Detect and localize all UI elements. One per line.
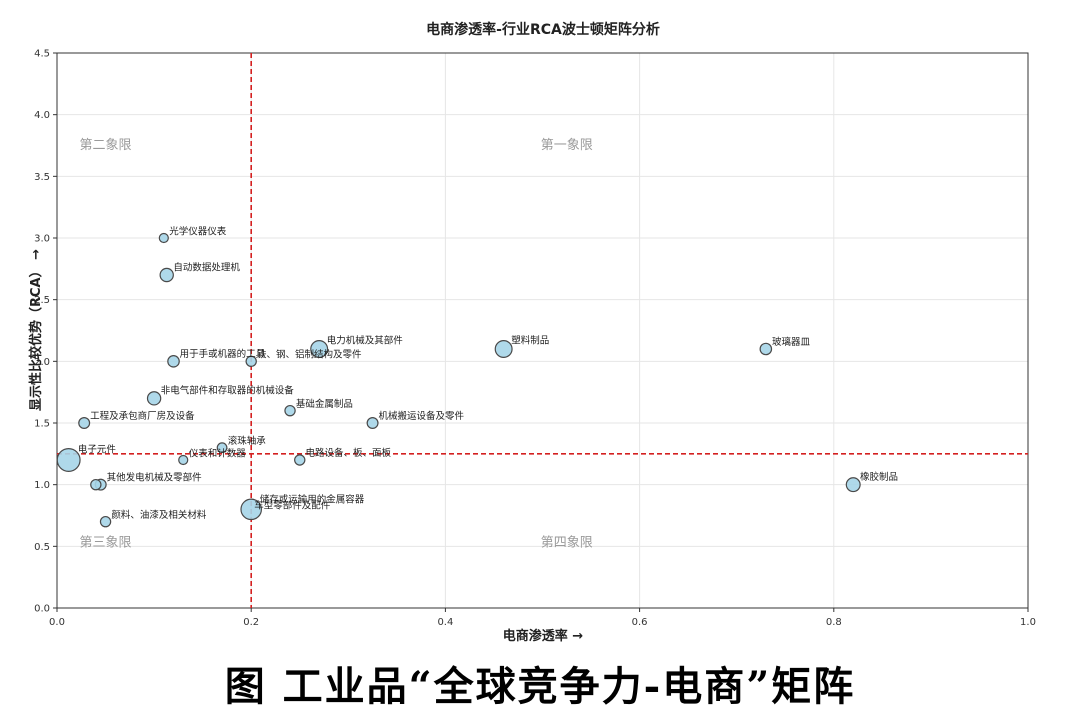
data-point (845, 477, 861, 493)
plot-frame (56, 52, 1029, 609)
data-point (310, 340, 329, 359)
grid (56, 52, 1029, 609)
point-label: 车型零部件及配件 (254, 499, 331, 511)
threshold-lines (57, 53, 1028, 608)
point-label: 玻璃器皿 (772, 336, 811, 348)
quadrant-label-3: 第三象限 (80, 535, 132, 550)
data-point (99, 515, 112, 528)
data-point (90, 478, 102, 491)
y-tick-label: 3.5 (34, 172, 50, 183)
chart-title: 电商渗透率-行业RCA波士顿矩阵分析 (426, 21, 660, 38)
y-tick-label: 2.5 (34, 295, 50, 306)
data-point (284, 404, 296, 417)
x-axis-label: 电商渗透率 → (503, 628, 584, 644)
point-label: 塑料制品 (511, 334, 549, 346)
data-point (240, 498, 262, 521)
x-tick-label: 0.8 (826, 617, 842, 628)
y-tick-label: 0.5 (34, 542, 50, 553)
data-point (146, 391, 162, 406)
data-point (56, 448, 81, 473)
y-tick-label: 1.5 (34, 419, 50, 430)
data-point (294, 454, 306, 466)
point-label: 非电气部件和存取器的机械设备 (161, 385, 295, 397)
point-label: 工程及承包商厂房及设备 (90, 410, 195, 422)
y-axis-label: 显示性比较优势（RCA） → (28, 249, 44, 411)
x-tick-label: 0.0 (49, 617, 65, 628)
point-label: 光学仪器仪表 (169, 226, 227, 238)
y-tick-label: 4.0 (34, 110, 50, 121)
point-label: 基础金属制品 (296, 398, 353, 410)
figure-caption: 图 工业品“全球竞争力-电商”矩阵 (224, 663, 856, 710)
point-label: 电力机械及其部件 (327, 334, 404, 346)
data-point (366, 417, 379, 430)
data-point (178, 454, 189, 466)
point-label: 滚珠轴承 (228, 435, 267, 447)
point-label: 其他发电机械及零部件 (107, 472, 203, 484)
x-tick-label: 1.0 (1020, 617, 1036, 628)
data-point (216, 442, 228, 454)
quadrant-label-1: 第一象限 (541, 138, 593, 153)
point-label: 储存或运输用的金属容器 (260, 494, 365, 506)
point-label: 机械搬运设备及零件 (379, 410, 465, 422)
y-tick-label: 1.0 (34, 480, 50, 491)
x-tick-label: 0.4 (437, 617, 453, 628)
quadrant-label-2: 第二象限 (80, 138, 132, 153)
point-label: 橡胶制品 (860, 471, 898, 483)
data-point (494, 340, 513, 359)
data-point (759, 342, 773, 356)
x-tick-label: 0.6 (632, 617, 648, 628)
x-tick-label: 0.2 (243, 617, 259, 628)
y-tick-label: 2.0 (34, 357, 50, 368)
point-label: 铁、钢、铝制结构及零件 (257, 349, 362, 361)
data-point (158, 232, 169, 244)
y-tick-label: 0.0 (34, 604, 50, 615)
point-label: 颜料、油漆及相关材料 (111, 509, 207, 521)
axis-ticks: 0.0 0.2 0.4 0.6 0.8 1.0 0.0 0.5 1.0 1.5 2.0 2.5 3.0 3… (34, 49, 1036, 629)
point-label: 仪表和计数器 (189, 448, 247, 460)
data-point (78, 417, 91, 430)
point-label: 电路设备、板、面板 (306, 447, 392, 459)
point-label: 电子元件 (78, 444, 117, 456)
point-label: 自动数据处理机 (173, 261, 240, 273)
y-tick-label: 3.0 (34, 234, 50, 245)
data-point (159, 267, 174, 283)
data-point (245, 355, 257, 368)
quadrant-label-4: 第四象限 (541, 535, 593, 550)
data-points (56, 232, 861, 528)
data-point (167, 355, 180, 368)
y-tick-label: 4.5 (34, 49, 50, 60)
point-label: 用于手或机器的工具 (180, 348, 266, 360)
